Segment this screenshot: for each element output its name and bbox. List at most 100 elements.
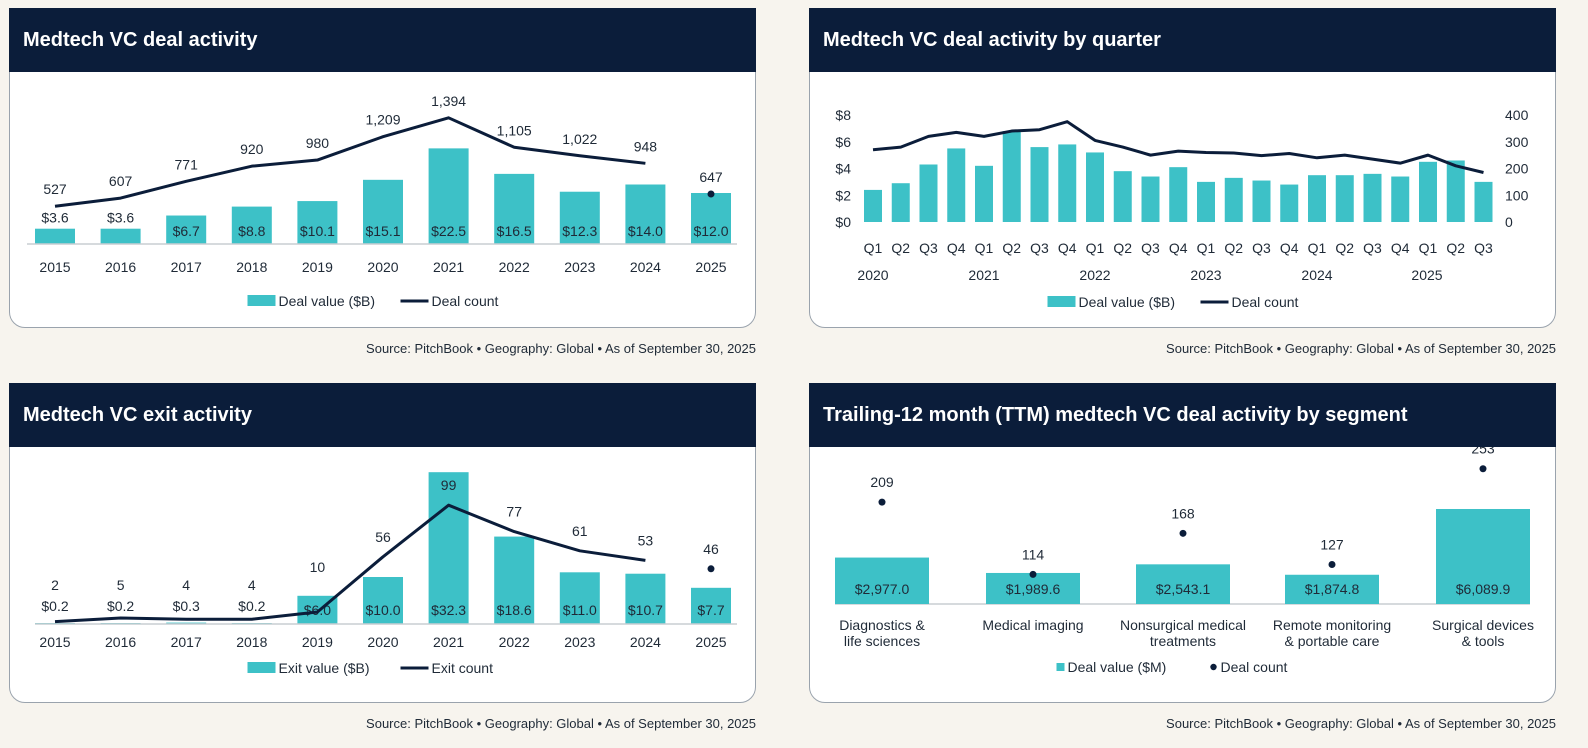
x-tick-label: & tools [1462, 633, 1505, 649]
x-tick-label: Nonsurgical medical [1120, 617, 1246, 633]
x-tick-label: 2016 [105, 634, 136, 650]
x-year-label: 2024 [1301, 267, 1332, 283]
x-tick-label: Q4 [1058, 240, 1077, 256]
line-value-label: 61 [572, 523, 588, 539]
x-tick-label: Q3 [1252, 240, 1271, 256]
line-value-label: 53 [638, 532, 654, 548]
bar [1391, 176, 1410, 222]
bar [1308, 175, 1326, 222]
x-tick-label: 2017 [171, 634, 202, 650]
deal-count-line [54, 116, 646, 208]
x-tick-label: Q1 [864, 240, 883, 256]
bar-value-label: $22.5 [431, 223, 466, 239]
y-right-tick-label: 100 [1505, 187, 1529, 203]
bar-value-label: $12.0 [693, 223, 728, 239]
legend-label: Exit count [432, 660, 494, 676]
x-tick-label: 2024 [630, 634, 661, 650]
deal-activity-by-quarter-chart: $0 $2 $4 $6 $8 0 100 200 300 400 Q1 Q2 Q3 Q4 Q1 Q2 Q3 Q4 Q… [835, 107, 1529, 310]
bar-value-label: $1,874.8 [1305, 581, 1360, 597]
bar [35, 228, 75, 244]
bar-value-label: $0.2 [238, 598, 265, 614]
line-value-label: 527 [43, 181, 67, 197]
bar-value-label: $6,089.9 [1456, 581, 1511, 597]
bar [947, 148, 966, 222]
bar [691, 587, 731, 624]
x-tick-label: Remote monitoring [1273, 617, 1391, 633]
bar [625, 184, 666, 244]
y-right-tick-label: 400 [1505, 107, 1529, 123]
x-tick-label: 2023 [564, 634, 595, 650]
bar-value-label: $18.6 [497, 602, 532, 618]
x-tick-label: Q3 [1030, 240, 1049, 256]
line-value-label: 607 [109, 173, 133, 189]
y-left-tick-label: $2 [835, 187, 851, 203]
x-year-label: 2020 [857, 267, 888, 283]
bar [363, 577, 403, 624]
x-tick-label: & portable care [1285, 633, 1380, 649]
x-tick-label: Q3 [1141, 240, 1160, 256]
bar-value-label: $10.0 [365, 602, 400, 618]
bar [835, 557, 929, 604]
legend-bar-swatch [1047, 296, 1076, 307]
x-tick-label: 2025 [695, 259, 726, 275]
ttm-by-segment-chart: $2,977.0 209 Diagnostics &life sciences $1,… [835, 447, 1534, 675]
point-value-label: 209 [870, 474, 894, 490]
panel-header: Medtech VC deal activity by quarter [809, 8, 1556, 72]
line-value-label: 99 [441, 477, 457, 493]
y-left-tick-label: $6 [835, 134, 851, 150]
point-value-label: 168 [1171, 505, 1195, 521]
chart-title: Medtech VC deal activity [23, 29, 258, 51]
line-value-label: 771 [175, 156, 199, 172]
x-tick-label: Q4 [947, 240, 966, 256]
x-tick-label: 2018 [236, 634, 267, 650]
legend-label: Deal value ($B) [279, 293, 376, 309]
x-tick-label: Diagnostics & [839, 617, 925, 633]
bar-value-label: $15.1 [365, 223, 400, 239]
bar [494, 173, 535, 244]
bar-value-label: $6.7 [173, 223, 200, 239]
line-value-label: 980 [306, 135, 330, 151]
bar-value-label: $14.0 [628, 223, 663, 239]
x-tick-label: 2016 [105, 259, 136, 275]
line-value-label: 77 [506, 504, 522, 520]
bar-value-label: $11.0 [563, 602, 597, 618]
bar [1363, 173, 1382, 222]
bar [1136, 564, 1230, 604]
x-tick-label: Q2 [1002, 240, 1021, 256]
x-tick-label: Q2 [1113, 240, 1132, 256]
x-tick-label: Q1 [1419, 240, 1438, 256]
x-tick-label: 2020 [367, 634, 398, 650]
bar [1002, 131, 1021, 222]
bar [231, 206, 272, 244]
bar [1252, 180, 1271, 222]
deal-count-point [1328, 560, 1336, 568]
x-tick-label: 2025 [695, 634, 726, 650]
x-tick-label: 2019 [302, 259, 333, 275]
bar [1058, 144, 1077, 222]
x-tick-label: 2021 [433, 634, 464, 650]
bar [625, 573, 666, 624]
bar-value-label: $3.6 [107, 210, 134, 226]
legend-dot-swatch [1210, 663, 1217, 671]
bar [297, 201, 338, 244]
x-tick-label: 2023 [564, 259, 595, 275]
bar [1113, 171, 1132, 222]
x-tick-label: Q2 [1446, 240, 1465, 256]
line-value-label: 5 [117, 577, 125, 593]
bar [1141, 176, 1160, 222]
x-tick-label: Q1 [1308, 240, 1327, 256]
line-value-label: 1,394 [431, 93, 466, 109]
deal-count-point [707, 190, 715, 198]
panel-header: Medtech VC deal activity [9, 8, 756, 72]
deal-count-point [1179, 529, 1187, 537]
bar [363, 179, 403, 244]
bar [975, 165, 993, 222]
y-left-tick-label: $4 [835, 161, 851, 177]
bar-value-label: $12.3 [562, 223, 597, 239]
y-left-tick-label: $0 [835, 214, 851, 230]
exit-count-line [54, 503, 646, 624]
source-note: Source: PitchBook • Geography: Global • … [1166, 341, 1556, 356]
bar-value-label: $7.7 [697, 602, 724, 618]
bar-value-label: $3.6 [41, 210, 68, 226]
legend-label: Deal value ($B) [1079, 294, 1176, 310]
